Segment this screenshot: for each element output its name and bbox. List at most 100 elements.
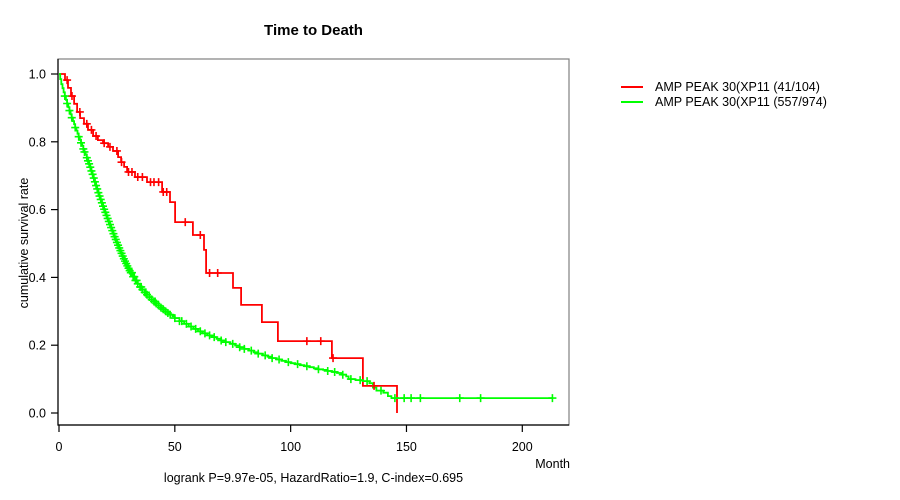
censor-mark-red: [154, 178, 163, 187]
y-tick-label: 0.4: [29, 271, 46, 285]
x-tick-label: 100: [280, 440, 301, 454]
censor-mark-green: [390, 394, 399, 403]
censor-mark-green: [247, 346, 256, 355]
km-curve-red: [59, 73, 398, 413]
censor-mark-green: [476, 394, 485, 403]
censor-mark-green: [60, 92, 69, 101]
censor-mark-red: [117, 158, 126, 167]
censor-mark-green: [275, 355, 284, 364]
censor-mark-green: [74, 132, 83, 141]
censor-mark-red: [370, 381, 379, 390]
y-tick-label: 0.2: [29, 339, 46, 353]
legend-item-group1: AMP PEAK 30(XP11 (41/104): [621, 79, 827, 94]
censor-mark-green: [170, 314, 179, 323]
axis-lines: [57, 59, 569, 426]
y-tick-label: 1.0: [29, 68, 46, 82]
legend-label-group2: AMP PEAK 30(XP11 (557/974): [655, 94, 827, 109]
censor-mark-red: [302, 337, 311, 346]
censor-mark-green: [88, 170, 97, 179]
x-tick-label: 150: [396, 440, 417, 454]
censor-mark-green: [187, 322, 196, 331]
censor-mark-green: [407, 394, 416, 403]
censor-mark-green: [293, 360, 302, 369]
y-tick-label: 0.8: [29, 135, 46, 149]
censor-mark-green: [363, 377, 372, 386]
censor-mark-green: [182, 319, 191, 328]
censor-mark-red: [67, 92, 76, 101]
censor-mark-red: [329, 354, 338, 363]
survival-curves: [59, 73, 553, 413]
censor-mark-green: [90, 177, 99, 186]
censor-mark-green: [235, 343, 244, 352]
x-tick-label: 200: [512, 440, 533, 454]
censor-marks: [60, 76, 557, 403]
censor-mark-red: [316, 337, 325, 346]
censor-mark-red: [196, 231, 205, 240]
km-curve-green: [59, 73, 553, 399]
censor-mark-red: [105, 142, 114, 151]
axis-ticks: [51, 73, 523, 432]
censor-mark-green: [166, 310, 175, 319]
censor-mark-red: [112, 146, 121, 155]
censor-mark-green: [323, 366, 332, 375]
censor-mark-green: [205, 331, 214, 340]
censor-mark-green: [93, 184, 102, 193]
censor-mark-green: [196, 327, 205, 336]
censor-mark-green: [177, 317, 186, 326]
censor-mark-green: [254, 349, 263, 358]
censor-mark-green: [127, 268, 136, 277]
censor-mark-green: [261, 351, 270, 360]
censor-mark-green: [89, 174, 98, 183]
y-tick-label: 0.0: [29, 407, 46, 421]
censor-mark-green: [330, 367, 339, 376]
censor-mark-green: [314, 365, 323, 374]
censor-mark-red: [100, 139, 109, 148]
plot-frame: [57, 58, 570, 426]
censor-mark-green: [228, 339, 237, 348]
legend-item-group2: AMP PEAK 30(XP11 (557/974): [621, 94, 827, 109]
censor-mark-green: [455, 394, 464, 403]
legend-line-green: [621, 100, 643, 103]
censor-mark-green: [302, 362, 311, 371]
censor-mark-green: [65, 106, 74, 115]
censor-mark-green: [200, 329, 209, 338]
censor-mark-green: [67, 113, 76, 122]
censor-mark-green: [268, 354, 277, 363]
y-axis-label: cumulative survival rate: [17, 177, 31, 309]
x-axis-label: Month: [535, 457, 570, 471]
censor-mark-green: [77, 138, 86, 147]
censor-mark-green: [376, 386, 385, 395]
chart-subtitle: logrank P=9.97e-05, HazardRatio=1.9, C-i…: [163, 471, 464, 485]
censor-mark-red: [162, 187, 171, 196]
legend-line-red: [621, 85, 643, 88]
censor-mark-red: [127, 167, 136, 176]
censor-mark-green: [284, 358, 293, 367]
censor-mark-green: [86, 163, 95, 172]
censor-mark-red: [82, 119, 91, 128]
censor-mark-green: [548, 394, 557, 403]
censor-mark-red: [181, 218, 190, 227]
x-tick-label: 0: [56, 440, 63, 454]
censor-mark-green: [217, 336, 226, 345]
x-tick-label: 50: [168, 440, 182, 454]
censor-mark-green: [63, 99, 72, 108]
censor-mark-green: [346, 375, 355, 384]
censor-mark-red: [92, 132, 101, 141]
legend-label-group1: AMP PEAK 30(XP11 (41/104): [655, 79, 820, 94]
censor-mark-red: [75, 107, 84, 116]
censor-mark-red: [63, 76, 72, 85]
censor-mark-red: [205, 268, 214, 277]
censor-mark-red: [87, 125, 96, 134]
plot-box: [57, 58, 570, 426]
censor-mark-green: [71, 123, 80, 132]
censor-mark-green: [191, 324, 200, 333]
censor-mark-green: [400, 394, 409, 403]
censor-mark-green: [416, 394, 425, 403]
censor-mark-green: [338, 370, 347, 379]
legend: AMP PEAK 30(XP11 (41/104) AMP PEAK 30(XP…: [621, 79, 827, 109]
censor-mark-green: [80, 147, 89, 156]
censor-mark-green: [221, 338, 230, 347]
censor-mark-red: [138, 173, 147, 182]
y-tick-label: 0.6: [29, 203, 46, 217]
